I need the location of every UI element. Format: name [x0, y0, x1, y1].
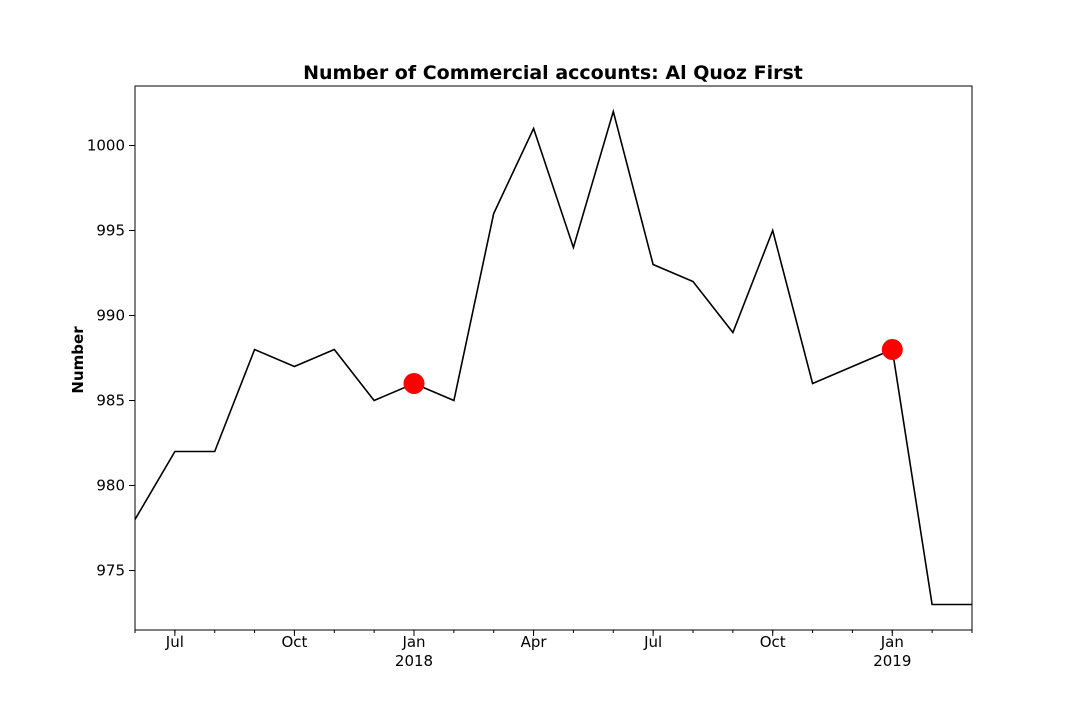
y-tick-label: 990 [96, 307, 125, 325]
x-tick-label: Jan [880, 633, 904, 651]
highlight-marker [881, 339, 903, 360]
y-tick-label: 975 [96, 562, 125, 580]
x-tick-year-label: 2018 [395, 652, 433, 670]
y-tick-label: 1000 [87, 137, 125, 155]
y-tick-label: 995 [96, 222, 125, 240]
x-tick-label: Jul [165, 633, 184, 651]
y-axis-label: Number [69, 326, 87, 394]
x-tick-label: Jul [643, 633, 662, 651]
x-tick-year-label: 2019 [873, 652, 911, 670]
y-tick-label: 980 [96, 477, 125, 495]
series-line [135, 108, 972, 606]
chart-title: Number of Commercial accounts: Al Quoz F… [303, 62, 803, 84]
y-tick-label: 985 [96, 392, 125, 410]
axes-frame [134, 85, 973, 631]
x-tick-label: Apr [521, 633, 548, 651]
highlight-marker [403, 373, 425, 394]
x-tick-label: Jan [401, 633, 425, 651]
x-tick-label: Oct [281, 633, 307, 651]
x-tick-label: Oct [760, 633, 786, 651]
